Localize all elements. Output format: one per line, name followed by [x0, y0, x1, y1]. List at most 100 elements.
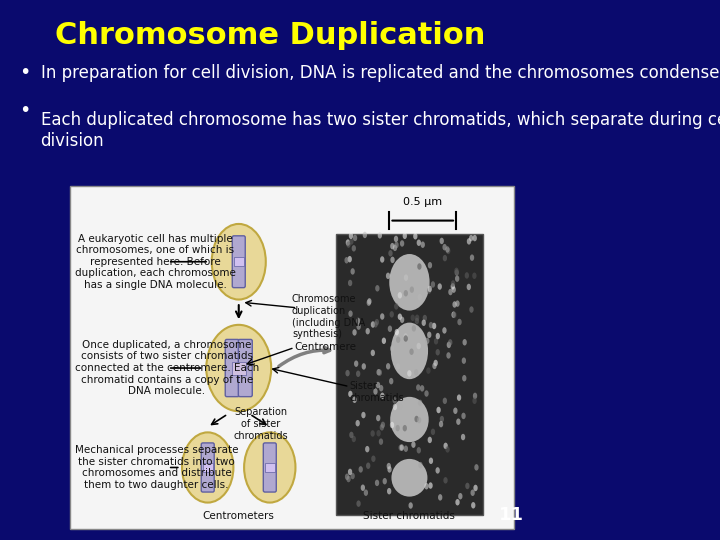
- Bar: [232, 362, 246, 375]
- Ellipse shape: [417, 417, 421, 423]
- Ellipse shape: [366, 328, 370, 334]
- Ellipse shape: [438, 494, 442, 501]
- Ellipse shape: [452, 312, 456, 318]
- Ellipse shape: [424, 483, 428, 489]
- Ellipse shape: [433, 360, 438, 366]
- Ellipse shape: [462, 339, 467, 346]
- Ellipse shape: [356, 318, 360, 324]
- Text: Separation
of sister
chromatids: Separation of sister chromatids: [233, 408, 288, 441]
- FancyBboxPatch shape: [201, 443, 215, 492]
- Ellipse shape: [467, 284, 471, 290]
- Ellipse shape: [420, 385, 424, 392]
- Text: •: •: [19, 101, 30, 120]
- Ellipse shape: [390, 345, 395, 352]
- Bar: [336, 234, 482, 516]
- Ellipse shape: [410, 348, 414, 355]
- Ellipse shape: [402, 233, 407, 239]
- Text: In preparation for cell division, DNA is replicated and the chromosomes condense: In preparation for cell division, DNA is…: [40, 64, 719, 82]
- Ellipse shape: [361, 363, 366, 370]
- Ellipse shape: [207, 325, 271, 411]
- Ellipse shape: [387, 488, 392, 495]
- Text: Centrometers: Centrometers: [203, 511, 275, 521]
- Ellipse shape: [470, 490, 474, 496]
- Ellipse shape: [451, 283, 455, 289]
- Ellipse shape: [398, 403, 402, 410]
- Ellipse shape: [410, 314, 415, 321]
- Ellipse shape: [367, 298, 372, 305]
- Ellipse shape: [470, 254, 474, 261]
- Ellipse shape: [462, 375, 467, 381]
- Ellipse shape: [359, 466, 363, 472]
- Ellipse shape: [424, 390, 428, 397]
- Ellipse shape: [428, 286, 432, 292]
- Ellipse shape: [390, 422, 395, 428]
- Text: Sister chromatids: Sister chromatids: [364, 511, 455, 521]
- Ellipse shape: [449, 289, 453, 295]
- Ellipse shape: [432, 363, 436, 369]
- Ellipse shape: [382, 338, 386, 344]
- Ellipse shape: [348, 469, 352, 475]
- Ellipse shape: [379, 438, 383, 445]
- Ellipse shape: [182, 433, 233, 503]
- Ellipse shape: [361, 412, 366, 418]
- Bar: [234, 258, 243, 266]
- Ellipse shape: [395, 425, 400, 431]
- Ellipse shape: [469, 306, 474, 313]
- Ellipse shape: [443, 397, 447, 404]
- Text: 0.5 μm: 0.5 μm: [403, 197, 442, 207]
- Bar: [265, 463, 274, 472]
- Ellipse shape: [244, 433, 295, 503]
- Ellipse shape: [432, 323, 436, 329]
- Ellipse shape: [418, 294, 422, 300]
- Ellipse shape: [392, 397, 397, 403]
- Ellipse shape: [386, 363, 390, 369]
- FancyBboxPatch shape: [233, 236, 246, 288]
- Ellipse shape: [345, 474, 349, 480]
- Ellipse shape: [414, 369, 418, 376]
- Ellipse shape: [349, 431, 354, 438]
- Ellipse shape: [397, 314, 402, 320]
- Ellipse shape: [417, 239, 421, 246]
- Ellipse shape: [388, 326, 392, 332]
- Ellipse shape: [351, 268, 355, 275]
- Ellipse shape: [403, 333, 408, 340]
- Ellipse shape: [415, 416, 419, 422]
- Ellipse shape: [458, 493, 462, 500]
- Ellipse shape: [395, 242, 399, 248]
- Ellipse shape: [453, 408, 457, 414]
- Ellipse shape: [443, 255, 447, 261]
- Ellipse shape: [382, 478, 387, 484]
- Ellipse shape: [364, 489, 368, 496]
- Text: Each duplicated chromosome has two sister chromatids, which separate during cell: Each duplicated chromosome has two siste…: [40, 111, 720, 150]
- Ellipse shape: [344, 257, 348, 264]
- Ellipse shape: [366, 300, 371, 306]
- Ellipse shape: [348, 256, 352, 262]
- Ellipse shape: [431, 429, 435, 435]
- Text: Chromosome Duplication: Chromosome Duplication: [55, 21, 485, 50]
- Ellipse shape: [452, 301, 456, 308]
- Ellipse shape: [348, 280, 352, 286]
- Ellipse shape: [427, 287, 431, 294]
- Ellipse shape: [446, 352, 451, 359]
- Ellipse shape: [408, 502, 413, 509]
- Ellipse shape: [444, 477, 448, 484]
- Ellipse shape: [423, 315, 427, 321]
- Ellipse shape: [378, 369, 382, 376]
- Ellipse shape: [416, 384, 420, 391]
- Ellipse shape: [390, 254, 430, 310]
- Text: Sister
chromatids: Sister chromatids: [350, 381, 404, 403]
- Ellipse shape: [446, 342, 451, 348]
- Ellipse shape: [374, 319, 379, 326]
- Ellipse shape: [438, 284, 442, 290]
- FancyBboxPatch shape: [264, 443, 276, 492]
- Ellipse shape: [372, 456, 376, 462]
- Ellipse shape: [381, 422, 385, 428]
- Ellipse shape: [418, 400, 422, 406]
- Ellipse shape: [461, 434, 465, 440]
- Ellipse shape: [439, 421, 444, 427]
- Ellipse shape: [393, 245, 397, 251]
- Ellipse shape: [400, 444, 404, 451]
- Ellipse shape: [376, 415, 380, 421]
- Ellipse shape: [365, 446, 369, 453]
- Ellipse shape: [451, 312, 456, 318]
